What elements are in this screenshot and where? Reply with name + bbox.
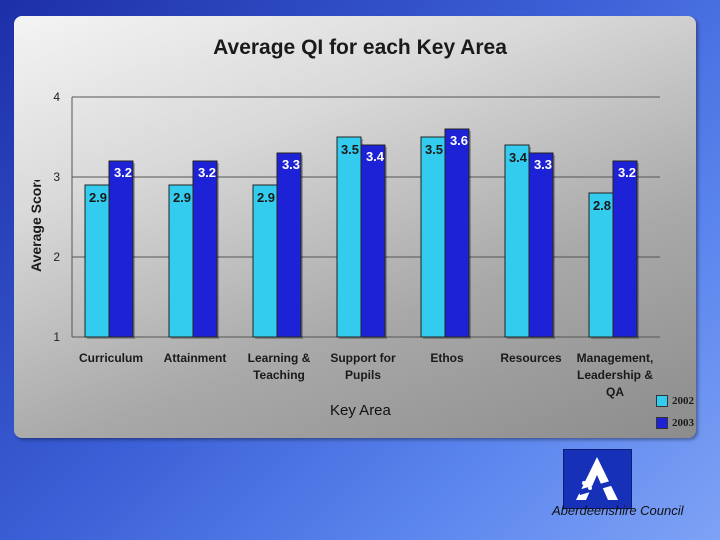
legend-item-2003: 2003 (656, 414, 694, 432)
chart-title: Average QI for each Key Area (213, 36, 507, 59)
data-label-2002-6: 2.8 (593, 198, 611, 213)
aberdeenshire-logo-icon (563, 449, 632, 509)
bar-2003-5 (528, 152, 554, 338)
data-label-2002-3: 3.5 (341, 142, 359, 157)
data-label-2003-1: 3.2 (198, 165, 216, 180)
category-label-3: Pupils (345, 368, 381, 382)
data-label-2003-5: 3.3 (534, 157, 552, 172)
bar-2002-0 (84, 184, 110, 338)
bar-2003-1 (192, 160, 218, 338)
bar-2003-4 (444, 128, 470, 338)
category-label-6: Leadership & (577, 368, 653, 382)
y-tick-label: 3 (53, 170, 60, 184)
bar-2002-5 (504, 144, 530, 338)
legend-label-2002: 2002 (672, 395, 694, 407)
bar-2003-2 (276, 152, 302, 338)
data-label-2003-4: 3.6 (450, 133, 468, 148)
y-tick-label: 1 (53, 330, 60, 344)
y-axis-title: Average Score (28, 180, 44, 272)
data-label-2002-2: 2.9 (257, 190, 275, 205)
bar-2002-4 (420, 136, 446, 338)
bar-2002-2 (252, 184, 278, 338)
category-label-1: Attainment (164, 351, 227, 365)
bar-2003-6 (612, 160, 638, 338)
y-tick-label: 2 (53, 250, 60, 264)
bar-2003-0 (108, 160, 134, 338)
data-label-2002-0: 2.9 (89, 190, 107, 205)
category-label-2: Learning & (248, 351, 311, 365)
category-label-4: Ethos (430, 351, 464, 365)
data-label-2002-1: 2.9 (173, 190, 191, 205)
category-label-0: Curriculum (79, 351, 143, 365)
y-tick-label: 4 (53, 90, 60, 104)
data-label-2003-3: 3.4 (366, 149, 385, 164)
bar-2002-3 (336, 136, 362, 338)
category-label-3: Support for (330, 351, 396, 365)
data-label-2002-5: 3.4 (509, 150, 528, 165)
x-axis-title: Key Area (330, 402, 391, 419)
data-label-2003-2: 3.3 (282, 157, 300, 172)
category-label-6: Management, (577, 351, 654, 365)
bar-2002-6 (588, 192, 614, 338)
bar-2003-3 (360, 144, 386, 338)
category-label-2: Teaching (253, 368, 305, 382)
data-label-2002-4: 3.5 (425, 142, 443, 157)
legend-swatch-2002 (656, 395, 668, 407)
legend: 2002 2003 (656, 392, 694, 436)
data-label-2003-6: 3.2 (618, 165, 636, 180)
legend-label-2003: 2003 (672, 417, 694, 429)
bar-2002-1 (168, 184, 194, 338)
legend-swatch-2003 (656, 417, 668, 429)
legend-item-2002: 2002 (656, 392, 694, 410)
data-label-2003-0: 3.2 (114, 165, 132, 180)
category-label-5: Resources (500, 351, 562, 365)
category-label-6: QA (606, 385, 624, 399)
council-name: Aberdeenshire Council (552, 503, 684, 518)
